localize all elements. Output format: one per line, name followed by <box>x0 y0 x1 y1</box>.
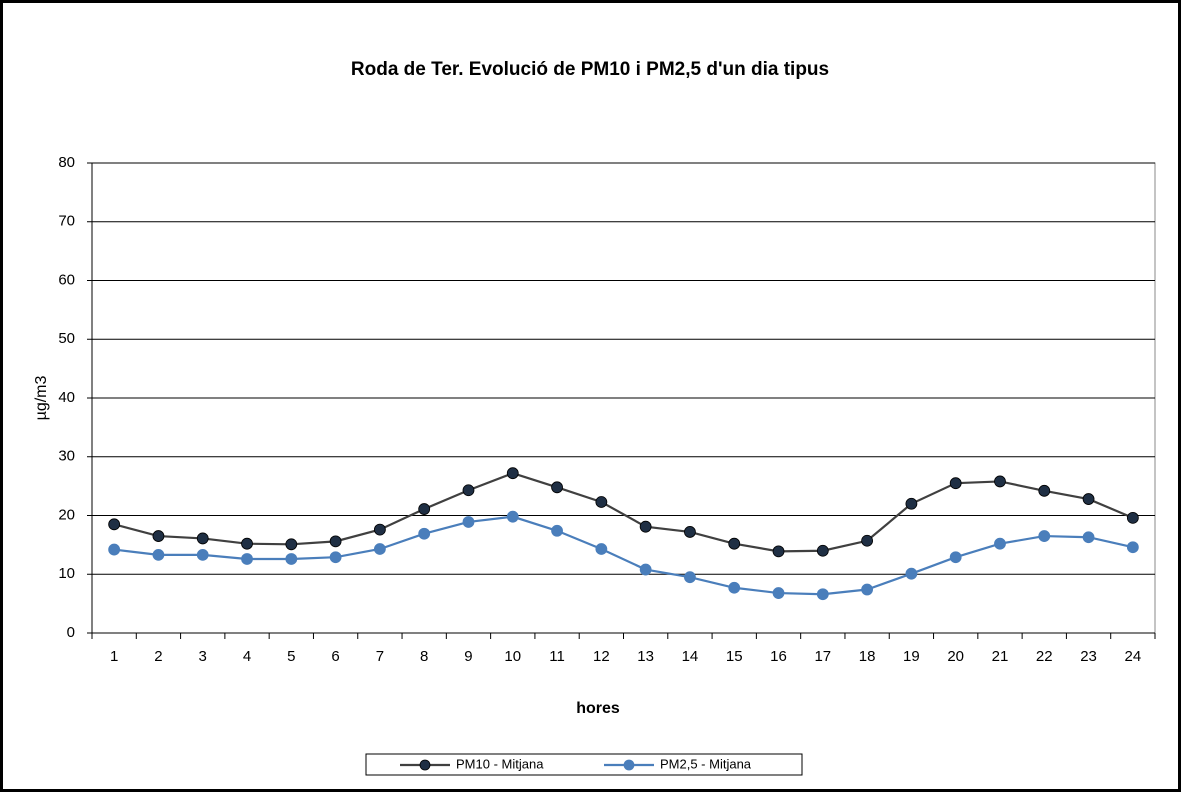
y-tick-label: 10 <box>58 565 75 582</box>
x-tick-label: 8 <box>420 648 428 665</box>
marker <box>816 588 829 601</box>
y-tick-label: 70 <box>58 213 75 230</box>
x-tick-label: 19 <box>903 648 920 665</box>
x-tick-label: 23 <box>1080 648 1097 665</box>
x-tick-label: 16 <box>770 648 787 665</box>
x-tick-label: 21 <box>992 648 1009 665</box>
marker <box>1038 530 1051 542</box>
x-tick-label: 20 <box>947 648 964 665</box>
y-tick-label: 0 <box>67 624 75 641</box>
marker <box>241 553 253 565</box>
marker <box>1082 493 1095 505</box>
marker <box>595 543 608 555</box>
x-tick-label: 6 <box>331 648 339 665</box>
x-tick-label: 3 <box>199 648 207 665</box>
marker <box>728 581 741 594</box>
marker <box>108 543 121 556</box>
x-tick-label: 22 <box>1036 648 1053 665</box>
marker <box>816 544 829 557</box>
x-axis-label: hores <box>576 700 620 717</box>
x-tick-label: 5 <box>287 648 295 665</box>
marker <box>994 537 1006 550</box>
series-line <box>113 472 1134 553</box>
marker <box>1038 484 1051 497</box>
marker <box>595 496 608 508</box>
x-tick-label: 18 <box>859 648 876 665</box>
y-tick-label: 40 <box>58 389 75 406</box>
x-tick-label: 14 <box>682 648 699 665</box>
x-tick-label: 12 <box>593 648 610 665</box>
marker <box>241 537 253 550</box>
marker <box>639 563 652 576</box>
y-tick-label: 50 <box>58 330 75 347</box>
marker <box>772 587 785 599</box>
marker <box>462 516 475 528</box>
marker <box>684 526 696 538</box>
series-line <box>114 515 1134 596</box>
marker <box>108 518 121 531</box>
marker <box>506 467 519 480</box>
x-tick-label: 13 <box>637 648 654 665</box>
marker <box>285 553 298 565</box>
x-tick-label: 9 <box>464 648 472 665</box>
marker <box>728 537 741 550</box>
marker <box>418 527 431 540</box>
marker <box>196 532 209 545</box>
y-axis-label: µg/m3 <box>33 376 50 421</box>
marker <box>551 481 563 494</box>
marker <box>196 548 209 561</box>
marker <box>373 523 386 536</box>
marker <box>1126 511 1139 524</box>
marker <box>285 538 298 551</box>
x-tick-label: 17 <box>814 648 831 665</box>
legend-marker <box>419 759 431 771</box>
marker <box>152 530 165 542</box>
x-tick-label: 15 <box>726 648 743 665</box>
chart-title: Roda de Ter. Evolució de PM10 i PM2,5 d'… <box>351 59 829 80</box>
y-tick-label: 20 <box>58 506 75 523</box>
y-tick-label: 30 <box>58 448 75 465</box>
y-tick-label: 60 <box>58 271 75 288</box>
legend-label: PM2,5 - Mitjana <box>660 756 752 771</box>
marker <box>949 551 962 564</box>
marker <box>1082 531 1095 544</box>
x-tick-label: 1 <box>110 648 118 665</box>
marker <box>994 475 1006 488</box>
legend-label: PM10 - Mitjana <box>456 756 544 771</box>
marker <box>772 545 785 558</box>
marker <box>551 524 563 537</box>
marker <box>949 477 962 490</box>
marker <box>373 543 386 555</box>
y-tick-label: 80 <box>58 154 75 171</box>
marker <box>905 497 918 510</box>
marker <box>506 510 519 523</box>
marker <box>329 551 342 564</box>
marker <box>329 535 342 548</box>
legend-marker <box>623 759 635 771</box>
x-tick-label: 7 <box>376 648 384 665</box>
x-tick-label: 10 <box>504 648 521 665</box>
x-tick-label: 24 <box>1125 648 1142 665</box>
marker <box>418 503 431 515</box>
x-tick-label: 2 <box>154 648 162 665</box>
marker <box>462 484 475 497</box>
marker <box>905 567 918 580</box>
x-tick-label: 11 <box>549 648 565 665</box>
marker <box>861 583 874 596</box>
marker <box>684 571 696 584</box>
x-tick-label: 4 <box>243 648 251 665</box>
marker <box>152 548 165 561</box>
marker <box>1126 541 1139 554</box>
marker <box>639 520 652 533</box>
marker <box>861 534 874 547</box>
legend-box <box>365 753 803 776</box>
